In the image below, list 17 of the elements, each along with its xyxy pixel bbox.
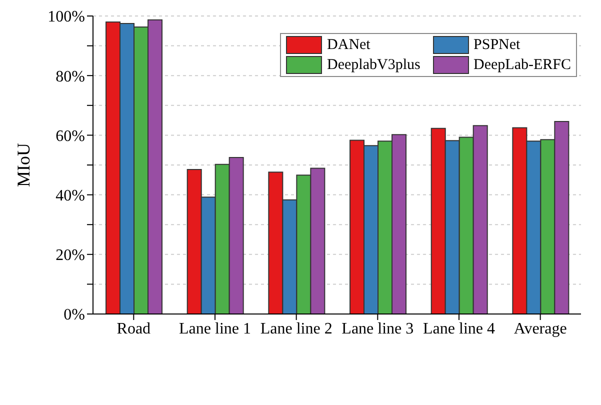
legend-label: DANet (327, 36, 370, 54)
legend-label: DeeplabV3plus (327, 56, 420, 74)
x-tick-label: Lane line 1 (179, 320, 251, 338)
legend-label: DeepLab-ERFC (474, 56, 571, 74)
y-tick-label: 80% (56, 68, 85, 86)
x-tick-label: Lane line 3 (342, 320, 414, 338)
y-tick-label: 100% (48, 8, 85, 26)
y-axis-title: MIoU (13, 143, 34, 187)
y-tick-label: 0% (64, 306, 85, 324)
y-tick-label: 60% (56, 128, 85, 145)
legend-label: PSPNet (474, 36, 520, 54)
x-tick-label: Average (514, 320, 567, 338)
y-tick-label: 40% (56, 187, 85, 204)
y-tick-label: 20% (56, 247, 85, 264)
x-tick-label: Road (116, 320, 151, 338)
x-tick-label: Lane line 2 (260, 320, 332, 338)
x-tick-label: Lane line 4 (423, 320, 495, 338)
